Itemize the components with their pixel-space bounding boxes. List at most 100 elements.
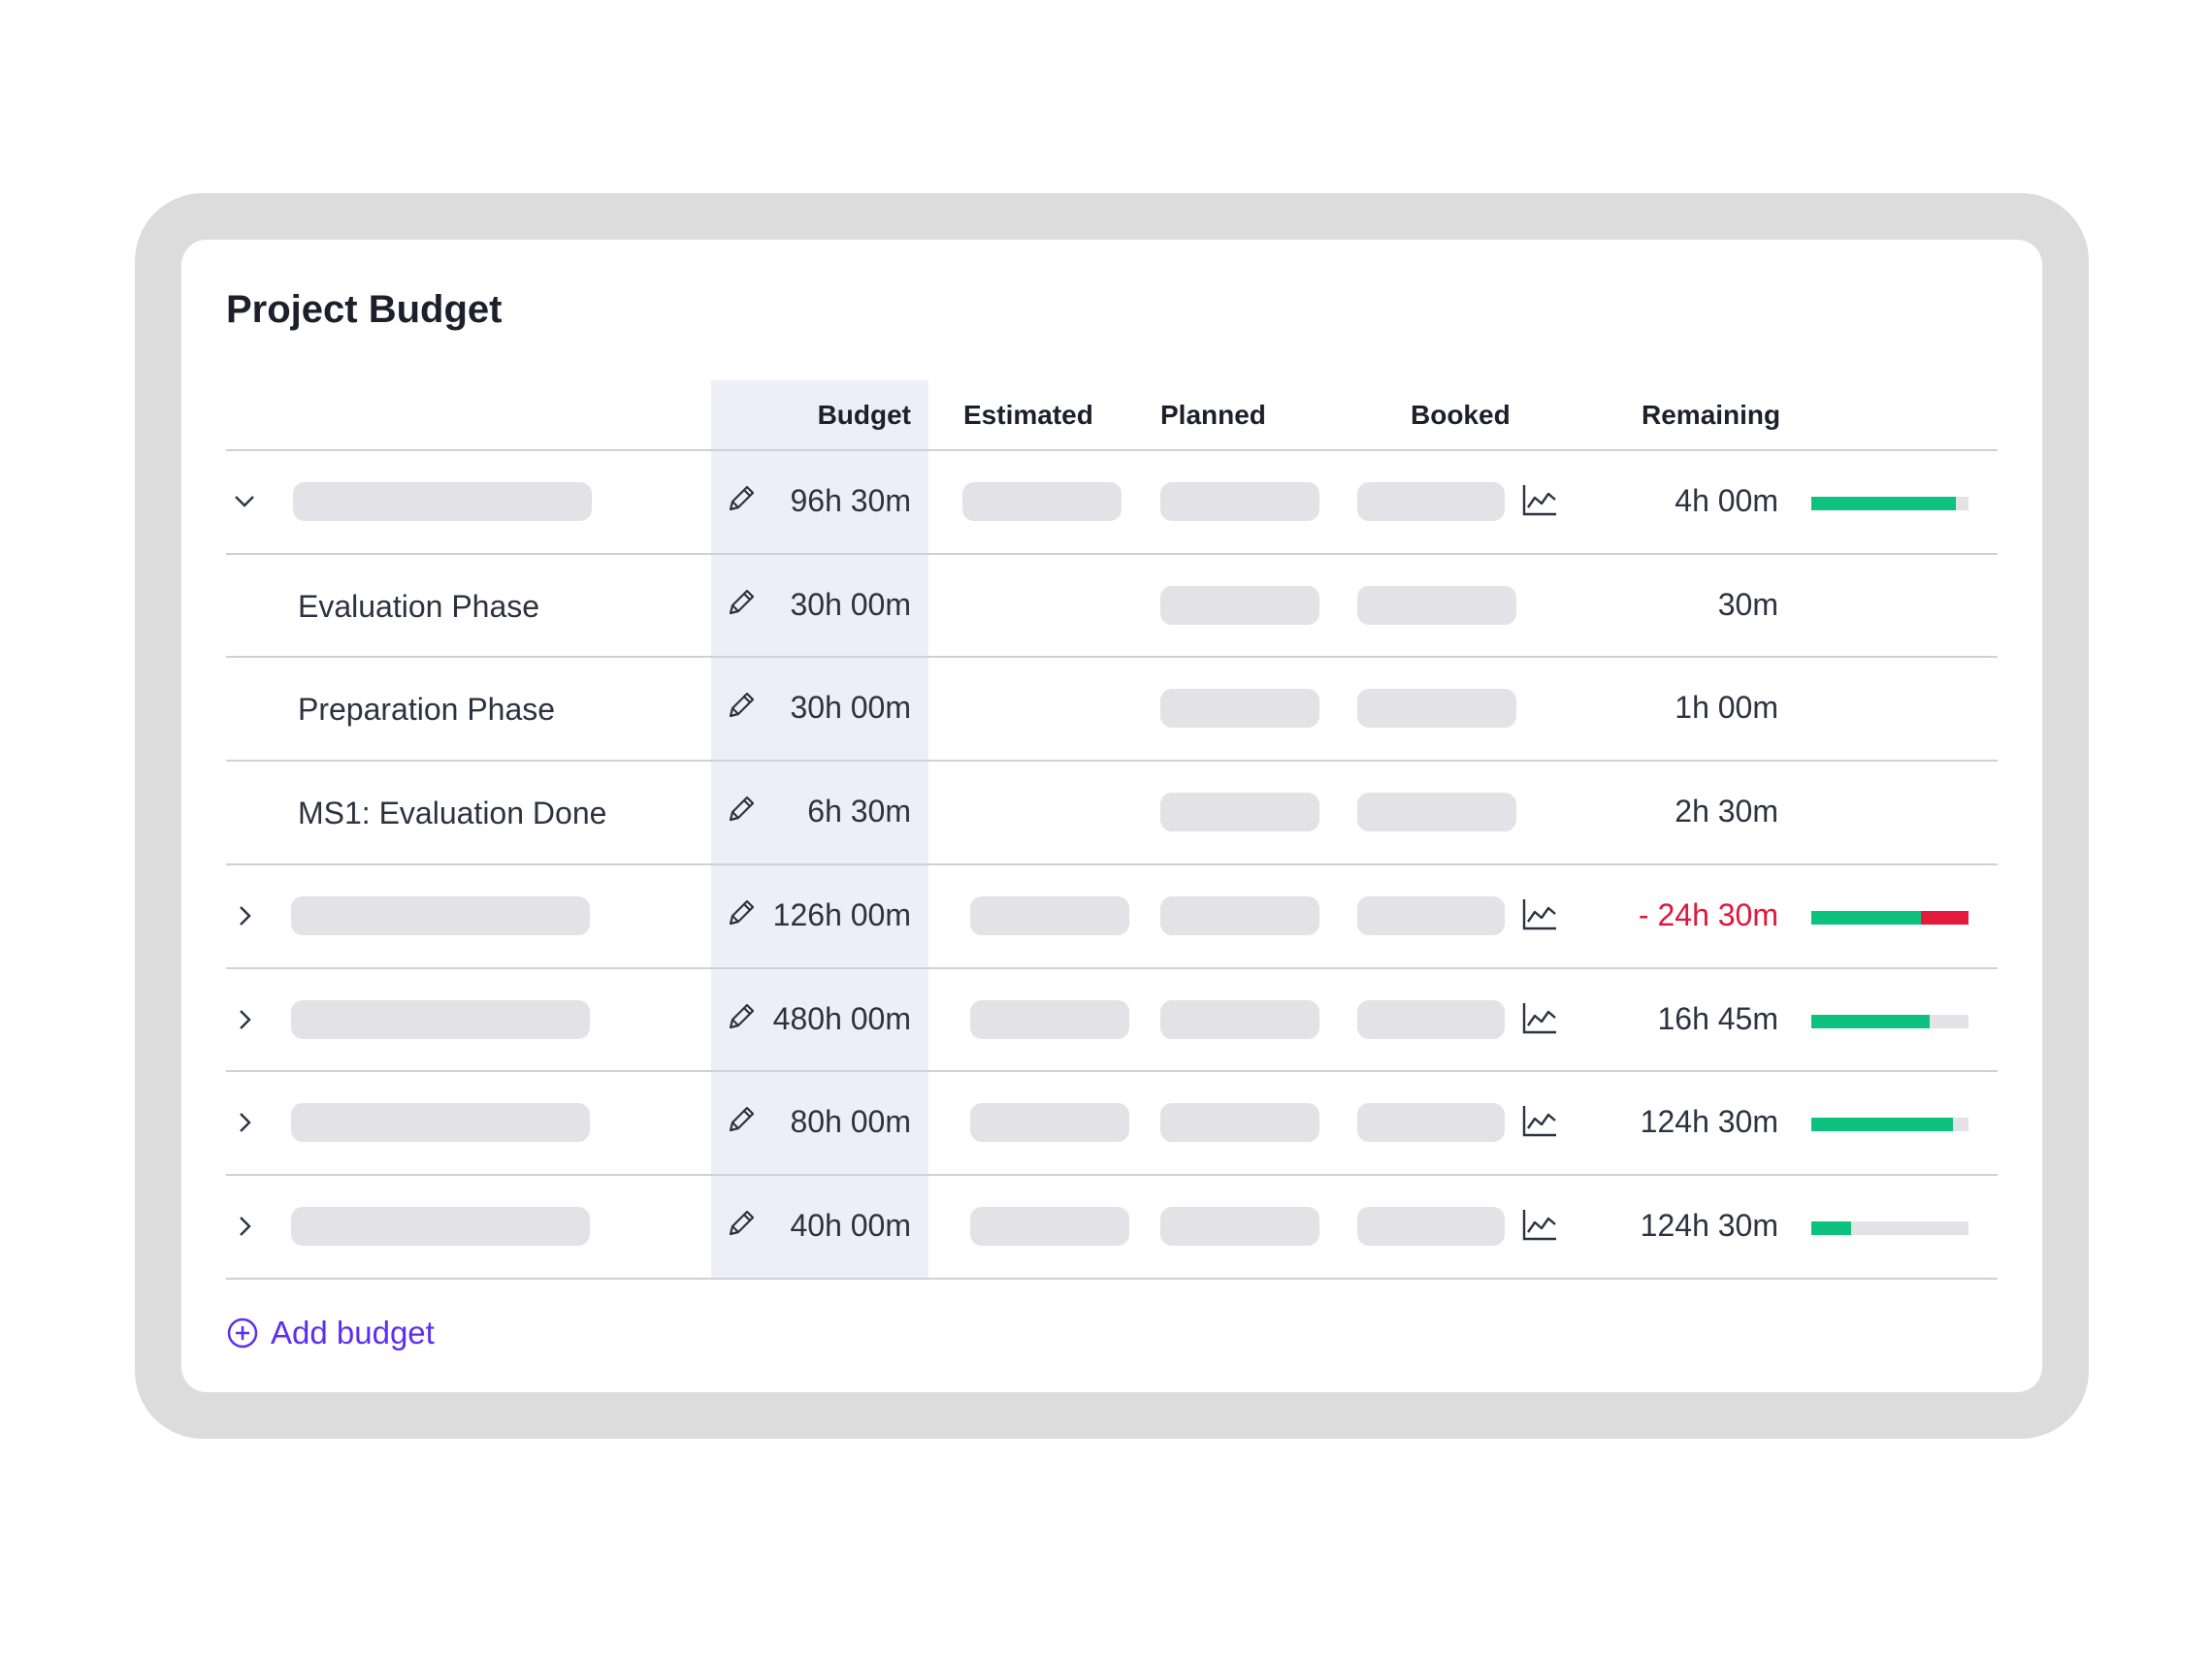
booked-placeholder (1357, 585, 1516, 625)
column-header-remaining: Remaining (1642, 400, 1781, 430)
budget-value: 96h 30m (790, 483, 911, 518)
booked-placeholder (1357, 1206, 1505, 1246)
remaining-value: 124h 30m (1640, 1104, 1778, 1140)
row-divider (226, 1070, 1998, 1073)
row-name: Evaluation Phase (298, 588, 540, 624)
planned-placeholder (1160, 689, 1319, 729)
add-budget-label: Add budget (271, 1315, 435, 1350)
row-name: Preparation Phase (298, 692, 556, 728)
estimated-placeholder (970, 1206, 1129, 1246)
row-name-placeholder (291, 1206, 590, 1246)
line-chart-icon[interactable] (1520, 1000, 1559, 1037)
edit-pencil-icon[interactable] (725, 793, 758, 826)
edit-pencil-icon[interactable] (725, 482, 758, 515)
remaining-progress-bar (1811, 1014, 1968, 1028)
remaining-value: 1h 00m (1675, 690, 1778, 726)
remaining-value: 124h 30m (1640, 1207, 1778, 1243)
chevron-right-icon[interactable] (230, 1005, 259, 1034)
budget-value: 126h 00m (772, 896, 911, 932)
planned-placeholder (1160, 793, 1319, 832)
row-name-placeholder (291, 895, 590, 935)
table-row[interactable]: 480h 00m 16h 45m (181, 968, 2042, 1071)
progress-fill (1811, 910, 1922, 925)
budget-value: 30h 00m (790, 690, 911, 726)
progress-fill (1811, 1014, 1930, 1028)
remaining-progress-bar (1811, 1220, 1968, 1235)
booked-placeholder (1357, 689, 1516, 729)
table-row[interactable]: Evaluation Phase 30h 00m 30m (181, 554, 2042, 657)
budget-value: 80h 00m (790, 1104, 911, 1140)
line-chart-icon[interactable] (1520, 896, 1559, 933)
remaining-progress-bar (1811, 1118, 1968, 1132)
add-budget-button[interactable]: Add budget (226, 1315, 435, 1351)
table-row[interactable]: MS1: Evaluation Done 6h 30m 2h 30m (181, 761, 2042, 863)
booked-placeholder (1357, 1103, 1505, 1143)
table-row[interactable]: 40h 00m 124h 30m (181, 1175, 2042, 1278)
planned-placeholder (1160, 1103, 1319, 1143)
column-header-estimated: Estimated (963, 400, 1093, 430)
row-name-placeholder (293, 482, 592, 521)
row-divider (226, 760, 1998, 763)
column-header-booked: Booked (1411, 400, 1511, 430)
over-budget-fill (1921, 910, 1968, 925)
project-budget-card: Project Budget Budget Estimated Planned … (181, 240, 2042, 1392)
edit-pencil-icon[interactable] (725, 689, 758, 722)
remaining-progress-bar (1811, 497, 1968, 510)
chevron-right-icon[interactable] (230, 1108, 259, 1137)
edit-pencil-icon[interactable] (725, 896, 758, 929)
budget-value: 30h 00m (790, 586, 911, 622)
booked-placeholder (1357, 482, 1505, 521)
row-divider (226, 966, 1998, 969)
planned-placeholder (1160, 585, 1319, 625)
planned-placeholder (1160, 1206, 1319, 1246)
budget-value: 6h 30m (807, 794, 911, 830)
table-row[interactable]: 96h 30m 4h 00m (181, 450, 2042, 553)
remaining-value: - 24h 30m (1638, 896, 1778, 932)
row-divider (226, 1277, 1998, 1280)
edit-pencil-icon[interactable] (725, 1000, 758, 1033)
row-divider (226, 656, 1998, 659)
progress-fill (1811, 497, 1957, 510)
edit-pencil-icon[interactable] (725, 1207, 758, 1240)
row-name: MS1: Evaluation Done (298, 796, 607, 831)
planned-placeholder (1160, 482, 1319, 521)
row-name-placeholder (291, 1103, 590, 1143)
planned-placeholder (1160, 895, 1319, 935)
row-name-placeholder (291, 999, 590, 1039)
line-chart-icon[interactable] (1520, 1207, 1559, 1244)
budget-value: 40h 00m (790, 1207, 911, 1243)
remaining-value: 30m (1717, 586, 1778, 622)
edit-pencil-icon[interactable] (725, 1103, 758, 1136)
page-title: Project Budget (226, 288, 503, 331)
table-row[interactable]: 80h 00m 124h 30m (181, 1071, 2042, 1174)
progress-fill (1811, 1118, 1953, 1132)
add-circle-icon (227, 1317, 258, 1349)
booked-placeholder (1357, 793, 1516, 832)
budget-value: 480h 00m (772, 1000, 911, 1036)
booked-placeholder (1357, 895, 1505, 935)
row-divider (226, 552, 1998, 555)
remaining-value: 4h 00m (1675, 483, 1778, 518)
chevron-right-icon[interactable] (230, 901, 259, 930)
line-chart-icon[interactable] (1520, 1103, 1559, 1140)
edit-pencil-icon[interactable] (725, 586, 758, 619)
column-header-planned: Planned (1160, 400, 1266, 430)
column-header-budget: Budget (817, 400, 911, 430)
progress-fill (1811, 1220, 1851, 1235)
booked-placeholder (1357, 999, 1505, 1039)
table-row[interactable]: Preparation Phase 30h 00m 1h 00m (181, 657, 2042, 760)
row-divider (226, 1173, 1998, 1176)
budget-column-highlight (711, 380, 928, 1278)
remaining-value: 2h 30m (1675, 794, 1778, 830)
table-row[interactable]: 126h 00m - 24h 30m (181, 864, 2042, 967)
chevron-right-icon[interactable] (230, 1212, 259, 1241)
estimated-placeholder (970, 999, 1129, 1039)
planned-placeholder (1160, 999, 1319, 1039)
estimated-placeholder (970, 1103, 1129, 1143)
remaining-progress-bar (1811, 910, 1968, 925)
header-divider (226, 449, 1998, 451)
estimated-placeholder (970, 895, 1129, 935)
chevron-down-icon[interactable] (230, 487, 259, 516)
line-chart-icon[interactable] (1520, 482, 1559, 519)
remaining-value: 16h 45m (1657, 1000, 1778, 1036)
